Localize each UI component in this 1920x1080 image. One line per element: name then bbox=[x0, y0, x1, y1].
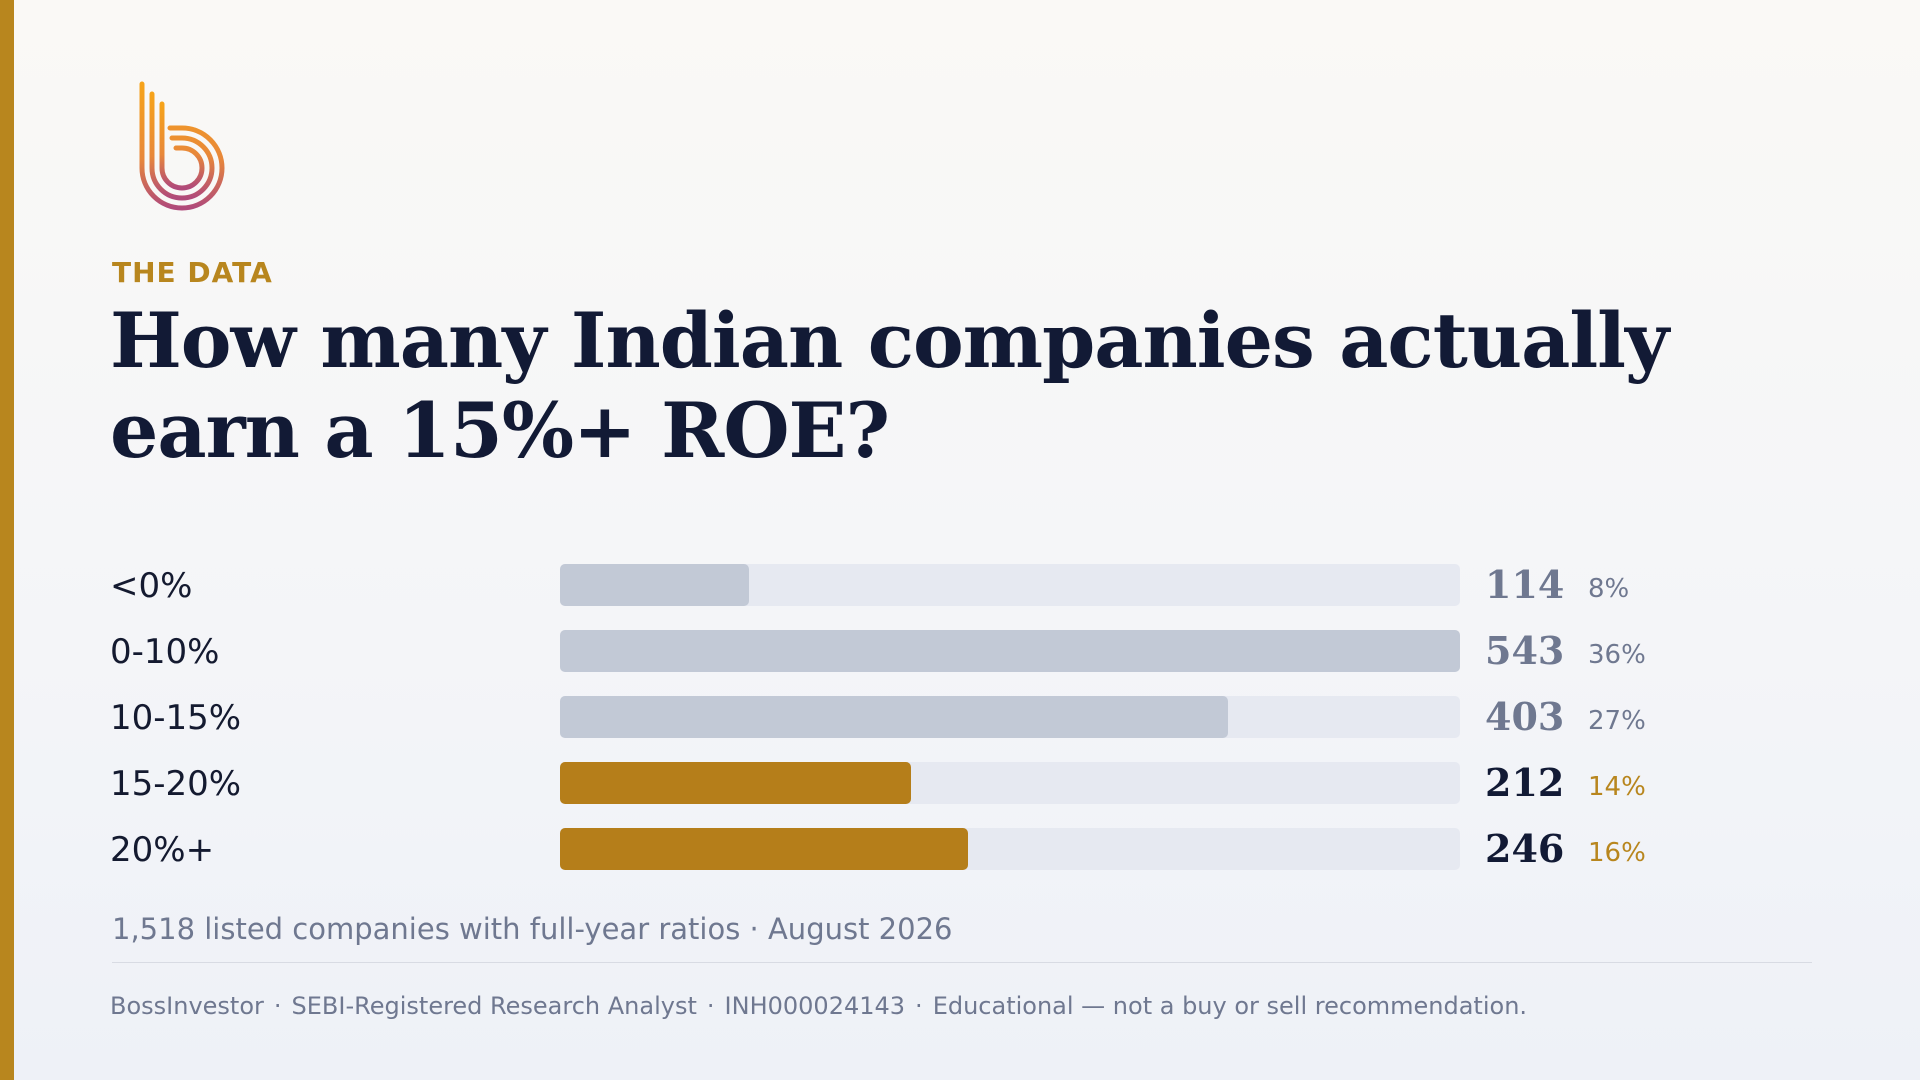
count-label: 114 bbox=[1485, 562, 1565, 607]
percent-label: 36% bbox=[1588, 640, 1646, 670]
category-label: <0% bbox=[110, 566, 193, 606]
bar-track bbox=[560, 564, 1460, 606]
percent-label: 14% bbox=[1588, 772, 1646, 802]
bar bbox=[560, 696, 1228, 738]
chart-title: How many Indian companies actually earn … bbox=[110, 296, 1710, 476]
bar bbox=[560, 828, 968, 870]
footer: BossInvestor · SEBI-Registered Research An… bbox=[110, 992, 1527, 1020]
bar-row: 15-20% 212 14% bbox=[0, 760, 1920, 806]
count-label: 543 bbox=[1485, 628, 1565, 673]
count-label: 212 bbox=[1485, 760, 1565, 805]
bar bbox=[560, 762, 911, 804]
category-label: 20%+ bbox=[110, 830, 215, 870]
bar bbox=[560, 630, 1460, 672]
footer-divider bbox=[112, 962, 1812, 963]
bar-row: 10-15% 403 27% bbox=[0, 694, 1920, 740]
bar-track bbox=[560, 828, 1460, 870]
footer-separator: · bbox=[915, 992, 923, 1020]
footer-separator: · bbox=[273, 992, 282, 1020]
footer-brand: BossInvestor bbox=[110, 992, 264, 1020]
footer-credential: SEBI-Registered Research Analyst bbox=[291, 992, 697, 1020]
footer-disclaimer: Educational — not a buy or sell recommen… bbox=[932, 992, 1528, 1020]
category-label: 10-15% bbox=[110, 698, 242, 738]
bar-track bbox=[560, 630, 1460, 672]
footer-separator: · bbox=[706, 992, 715, 1020]
bar bbox=[560, 564, 749, 606]
title-line-1: How many Indian companies actually bbox=[110, 296, 1669, 385]
title-line-2: earn a 15%+ ROE? bbox=[110, 386, 890, 475]
b-logo-icon bbox=[139, 81, 225, 211]
bar-row: 0-10% 543 36% bbox=[0, 628, 1920, 674]
bar-track bbox=[560, 762, 1460, 804]
bar-row: 20%+ 246 16% bbox=[0, 826, 1920, 872]
accent-stripe bbox=[0, 0, 14, 1080]
section-kicker: THE DATA bbox=[112, 256, 273, 289]
category-label: 0-10% bbox=[110, 632, 220, 672]
bar-row: <0% 114 8% bbox=[0, 562, 1920, 608]
bar-track bbox=[560, 696, 1460, 738]
count-label: 403 bbox=[1485, 694, 1565, 739]
chart-caption: 1,518 listed companies with full-year ra… bbox=[112, 912, 953, 946]
category-label: 15-20% bbox=[110, 764, 242, 804]
count-label: 246 bbox=[1485, 826, 1565, 871]
percent-label: 27% bbox=[1588, 706, 1646, 736]
footer-registration-number: INH000024143 bbox=[724, 992, 906, 1020]
percent-label: 8% bbox=[1588, 574, 1630, 604]
percent-label: 16% bbox=[1588, 838, 1646, 868]
